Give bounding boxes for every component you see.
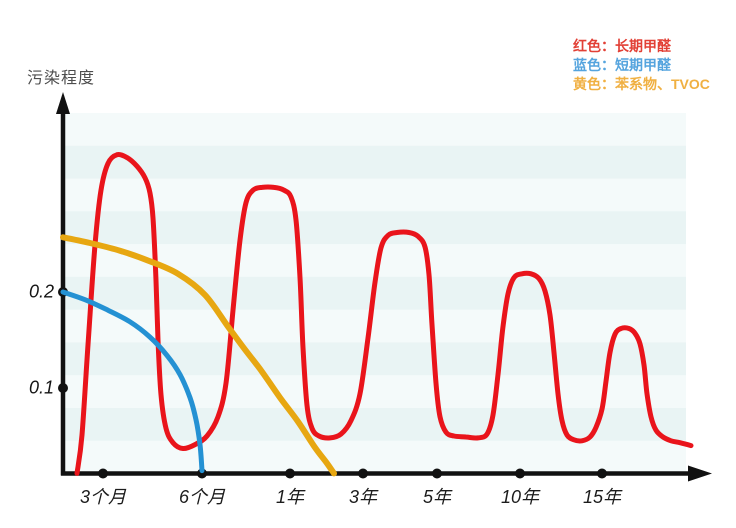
series-curve-短期甲醛 bbox=[60, 289, 205, 474]
plot-stripe bbox=[65, 178, 686, 212]
y-tick-label: 0.1 bbox=[28, 377, 54, 398]
y-tick-dot bbox=[58, 383, 68, 393]
plot-stripe bbox=[65, 145, 686, 180]
plot-stripe bbox=[65, 375, 686, 409]
x-tick-dot bbox=[597, 468, 607, 479]
y-axis-title: 污染程度 bbox=[27, 70, 96, 87]
x-tick-label: 15年 bbox=[582, 486, 622, 507]
x-tick-dot bbox=[358, 468, 368, 479]
x-tick-label: 3个月 bbox=[79, 486, 127, 507]
x-tick-label: 1年 bbox=[275, 486, 305, 507]
x-tick-label: 3年 bbox=[348, 486, 378, 507]
series-curve-苯系物、TVOC bbox=[60, 234, 337, 477]
legend-item-short-term-formaldehyde: 蓝色：短期甲醛 bbox=[573, 57, 671, 73]
x-tick-label: 10年 bbox=[500, 486, 540, 507]
plot-stripe bbox=[65, 211, 686, 245]
x-tick-dot bbox=[285, 468, 295, 479]
series-curve-长期甲醛 bbox=[74, 151, 694, 476]
x-tick-label: 5年 bbox=[422, 486, 452, 507]
x-axis-arrowhead-icon bbox=[688, 465, 712, 482]
x-tick-dot bbox=[197, 468, 207, 479]
legend-item-benzene-tvoc: 黄色：苯系物、TVOC bbox=[573, 76, 710, 92]
x-tick-label: 6个月 bbox=[178, 486, 226, 507]
plot-stripe bbox=[65, 309, 686, 343]
chart-legend: 红色：长期甲醛 蓝色：短期甲醛 黄色：苯系物、TVOC bbox=[573, 37, 710, 94]
legend-item-long-term-formaldehyde: 红色：长期甲醛 bbox=[573, 38, 671, 54]
x-tick-dot bbox=[515, 468, 525, 479]
y-tick-label: 0.2 bbox=[28, 281, 54, 302]
plot-stripe bbox=[65, 113, 686, 147]
plot-stripe bbox=[65, 440, 686, 474]
x-tick-dot bbox=[98, 468, 108, 479]
y-axis-arrowhead-icon bbox=[56, 92, 70, 114]
x-tick-dot bbox=[432, 468, 442, 479]
